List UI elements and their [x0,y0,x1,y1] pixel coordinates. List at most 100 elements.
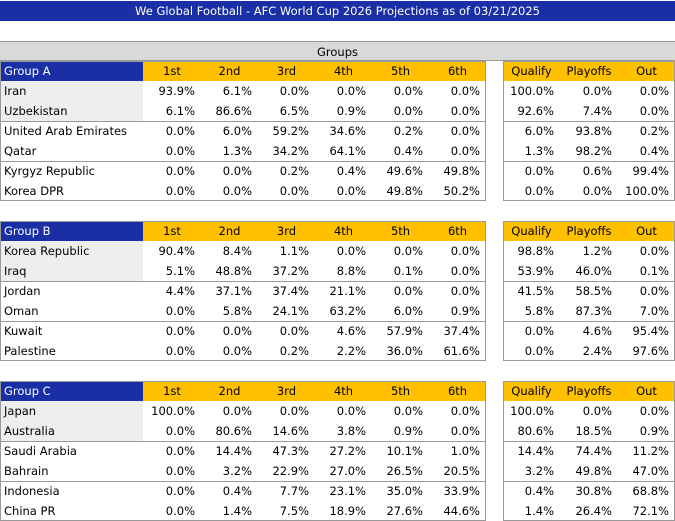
place-prob: 49.6% [386,164,423,178]
place-prob: 0.0% [165,444,195,458]
outcome-header: Out [618,61,675,81]
place-prob: 1.0% [450,444,480,458]
place-prob: 0.0% [450,284,480,298]
place-prob: 86.6% [215,104,252,118]
column-header: 3rd [258,221,315,241]
outcome-prob: 0.0% [524,164,554,178]
place-prob: 1.4% [222,504,252,518]
place-prob: 14.4% [215,444,252,458]
team-name: United Arab Emirates [4,124,128,138]
team-name: Jordan [4,284,41,298]
place-prob: 18.9% [329,504,366,518]
place-prob: 7.7% [279,484,309,498]
team-name: Korea DPR [4,184,65,198]
outcome-prob: 58.5% [575,284,612,298]
place-prob: 0.9% [450,304,480,318]
outcome-header: Playoffs [560,381,618,401]
place-prob: 36.0% [386,344,423,358]
row-separator [0,481,486,482]
place-prob: 6.1% [165,104,195,118]
group-name: Group A [0,61,143,81]
column-header: 1st [143,381,201,401]
outcome-header: Out [618,381,675,401]
place-prob: 0.0% [165,184,195,198]
outcome-prob: 26.4% [575,504,612,518]
outcome-header: Qualify [503,61,560,81]
row-separator [0,441,486,442]
place-prob: 0.0% [336,404,366,418]
place-prob: 0.0% [336,244,366,258]
place-prob: 37.4% [443,324,480,338]
outcome-prob: 0.6% [582,164,612,178]
place-prob: 0.0% [222,184,252,198]
place-prob: 10.1% [386,444,423,458]
place-prob: 100.0% [151,404,195,418]
place-prob: 37.4% [272,284,309,298]
column-header: 4th [315,221,372,241]
team-name: Korea Republic [0,241,143,261]
outcome-prob: 95.4% [632,324,669,338]
place-prob: 0.0% [393,284,423,298]
column-header: 4th [315,381,372,401]
column-header: 3rd [258,61,315,81]
outcome-prob: 6.0% [524,124,554,138]
place-prob: 2.2% [336,344,366,358]
outcome-header: Playoffs [560,221,618,241]
team-name: China PR [4,504,56,518]
row-separator [0,281,486,282]
place-prob: 1.1% [279,244,309,258]
place-prob: 0.0% [450,124,480,138]
team-name: Kuwait [4,324,43,338]
place-prob: 22.9% [272,464,309,478]
outcome-prob: 87.3% [575,304,612,318]
place-prob: 0.0% [450,264,480,278]
place-prob: 4.4% [165,284,195,298]
groups-header: Groups [0,41,675,61]
row-separator [0,321,486,322]
column-header: 5th [372,61,429,81]
place-prob: 0.0% [393,104,423,118]
team-name: Saudi Arabia [4,444,77,458]
outcome-prob: 80.6% [517,424,554,438]
outcome-prob: 100.0% [510,84,554,98]
row-separator [503,481,675,482]
outcome-prob: 97.6% [632,344,669,358]
outcome-prob: 0.0% [639,404,669,418]
place-prob: 0.0% [222,404,252,418]
row-separator [503,281,675,282]
place-prob: 37.1% [215,284,252,298]
outcome-prob: 0.0% [639,84,669,98]
outcome-prob: 0.4% [639,144,669,158]
team-name: Japan [0,401,143,421]
place-prob: 0.0% [450,144,480,158]
place-prob: 0.0% [450,424,480,438]
place-prob: 3.2% [222,464,252,478]
outcome-prob: 98.2% [575,144,612,158]
row-separator [503,441,675,442]
team-name: Qatar [4,144,37,158]
place-prob: 59.2% [272,124,309,138]
outcome-prob: 30.8% [575,484,612,498]
place-prob: 14.6% [272,424,309,438]
place-prob: 20.5% [443,464,480,478]
place-prob: 0.0% [450,104,480,118]
place-prob: 64.1% [329,144,366,158]
outcome-header: Qualify [503,221,560,241]
outcome-prob: 46.0% [575,264,612,278]
outcome-prob: 5.8% [524,304,554,318]
place-prob: 63.2% [329,304,366,318]
place-prob: 0.0% [393,404,423,418]
column-header: 5th [372,381,429,401]
row-separator [503,121,675,122]
place-prob: 0.0% [336,184,366,198]
outcome-prob: 7.4% [582,104,612,118]
outcome-prob: 18.5% [575,424,612,438]
outcome-prob: 100.0% [625,184,669,198]
column-header: 4th [315,61,372,81]
place-prob: 3.8% [336,424,366,438]
column-header: 6th [429,221,486,241]
row-separator [503,161,675,162]
place-prob: 0.0% [165,144,195,158]
outcome-prob: 0.0% [524,324,554,338]
place-prob: 0.0% [336,84,366,98]
